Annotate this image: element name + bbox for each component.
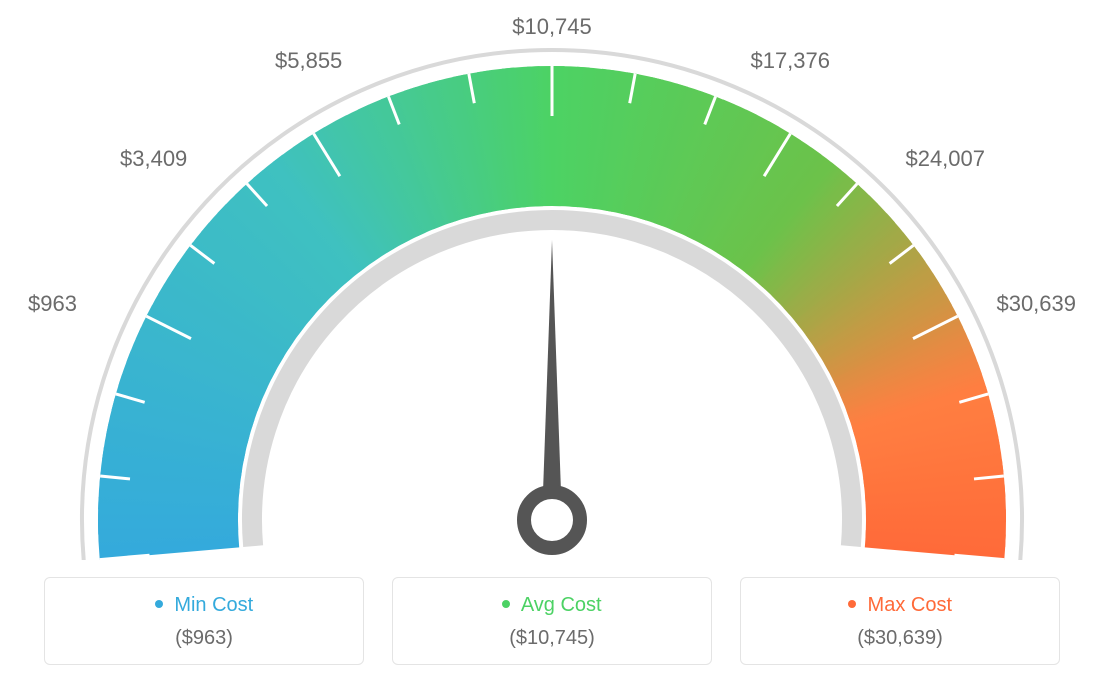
dot-max-icon [848, 600, 856, 608]
gauge-area: $963 $3,409 $5,855 $10,745 $17,376 $24,007 $30… [0, 0, 1104, 560]
needle-hub [524, 492, 580, 548]
tick-label: $963 [28, 291, 77, 316]
legend-value-avg: ($10,745) [403, 627, 701, 650]
tick-label: $30,639 [996, 291, 1076, 316]
legend-title-avg-text: Avg Cost [521, 594, 602, 616]
legend-card-min: Min Cost ($963) [44, 577, 364, 665]
dot-min-icon [155, 600, 163, 608]
legend-value-min: ($963) [55, 627, 353, 650]
legend-title-min: Min Cost [55, 594, 353, 617]
tick-label: $17,376 [750, 48, 830, 73]
dot-avg-icon [502, 600, 510, 608]
tick-label: $3,409 [120, 146, 187, 171]
gauge-svg: $963 $3,409 $5,855 $10,745 $17,376 $24,007 $30… [0, 0, 1104, 560]
legend-title-avg: Avg Cost [403, 594, 701, 617]
legend-card-max: Max Cost ($30,639) [740, 577, 1060, 665]
legend-value-max: ($30,639) [751, 627, 1049, 650]
gauge-needle [542, 240, 562, 520]
tick-label: $24,007 [905, 146, 985, 171]
gauge-band-slice [865, 530, 1006, 560]
legend-row: Min Cost ($963) Avg Cost ($10,745) Max C… [0, 577, 1104, 665]
tick-label: $5,855 [275, 48, 342, 73]
legend-card-avg: Avg Cost ($10,745) [392, 577, 712, 665]
legend-title-min-text: Min Cost [174, 594, 253, 616]
tick-label: $10,745 [512, 14, 592, 39]
gauge-chart-container: $963 $3,409 $5,855 $10,745 $17,376 $24,007 $30… [0, 0, 1104, 690]
legend-title-max-text: Max Cost [868, 594, 952, 616]
legend-title-max: Max Cost [751, 594, 1049, 617]
